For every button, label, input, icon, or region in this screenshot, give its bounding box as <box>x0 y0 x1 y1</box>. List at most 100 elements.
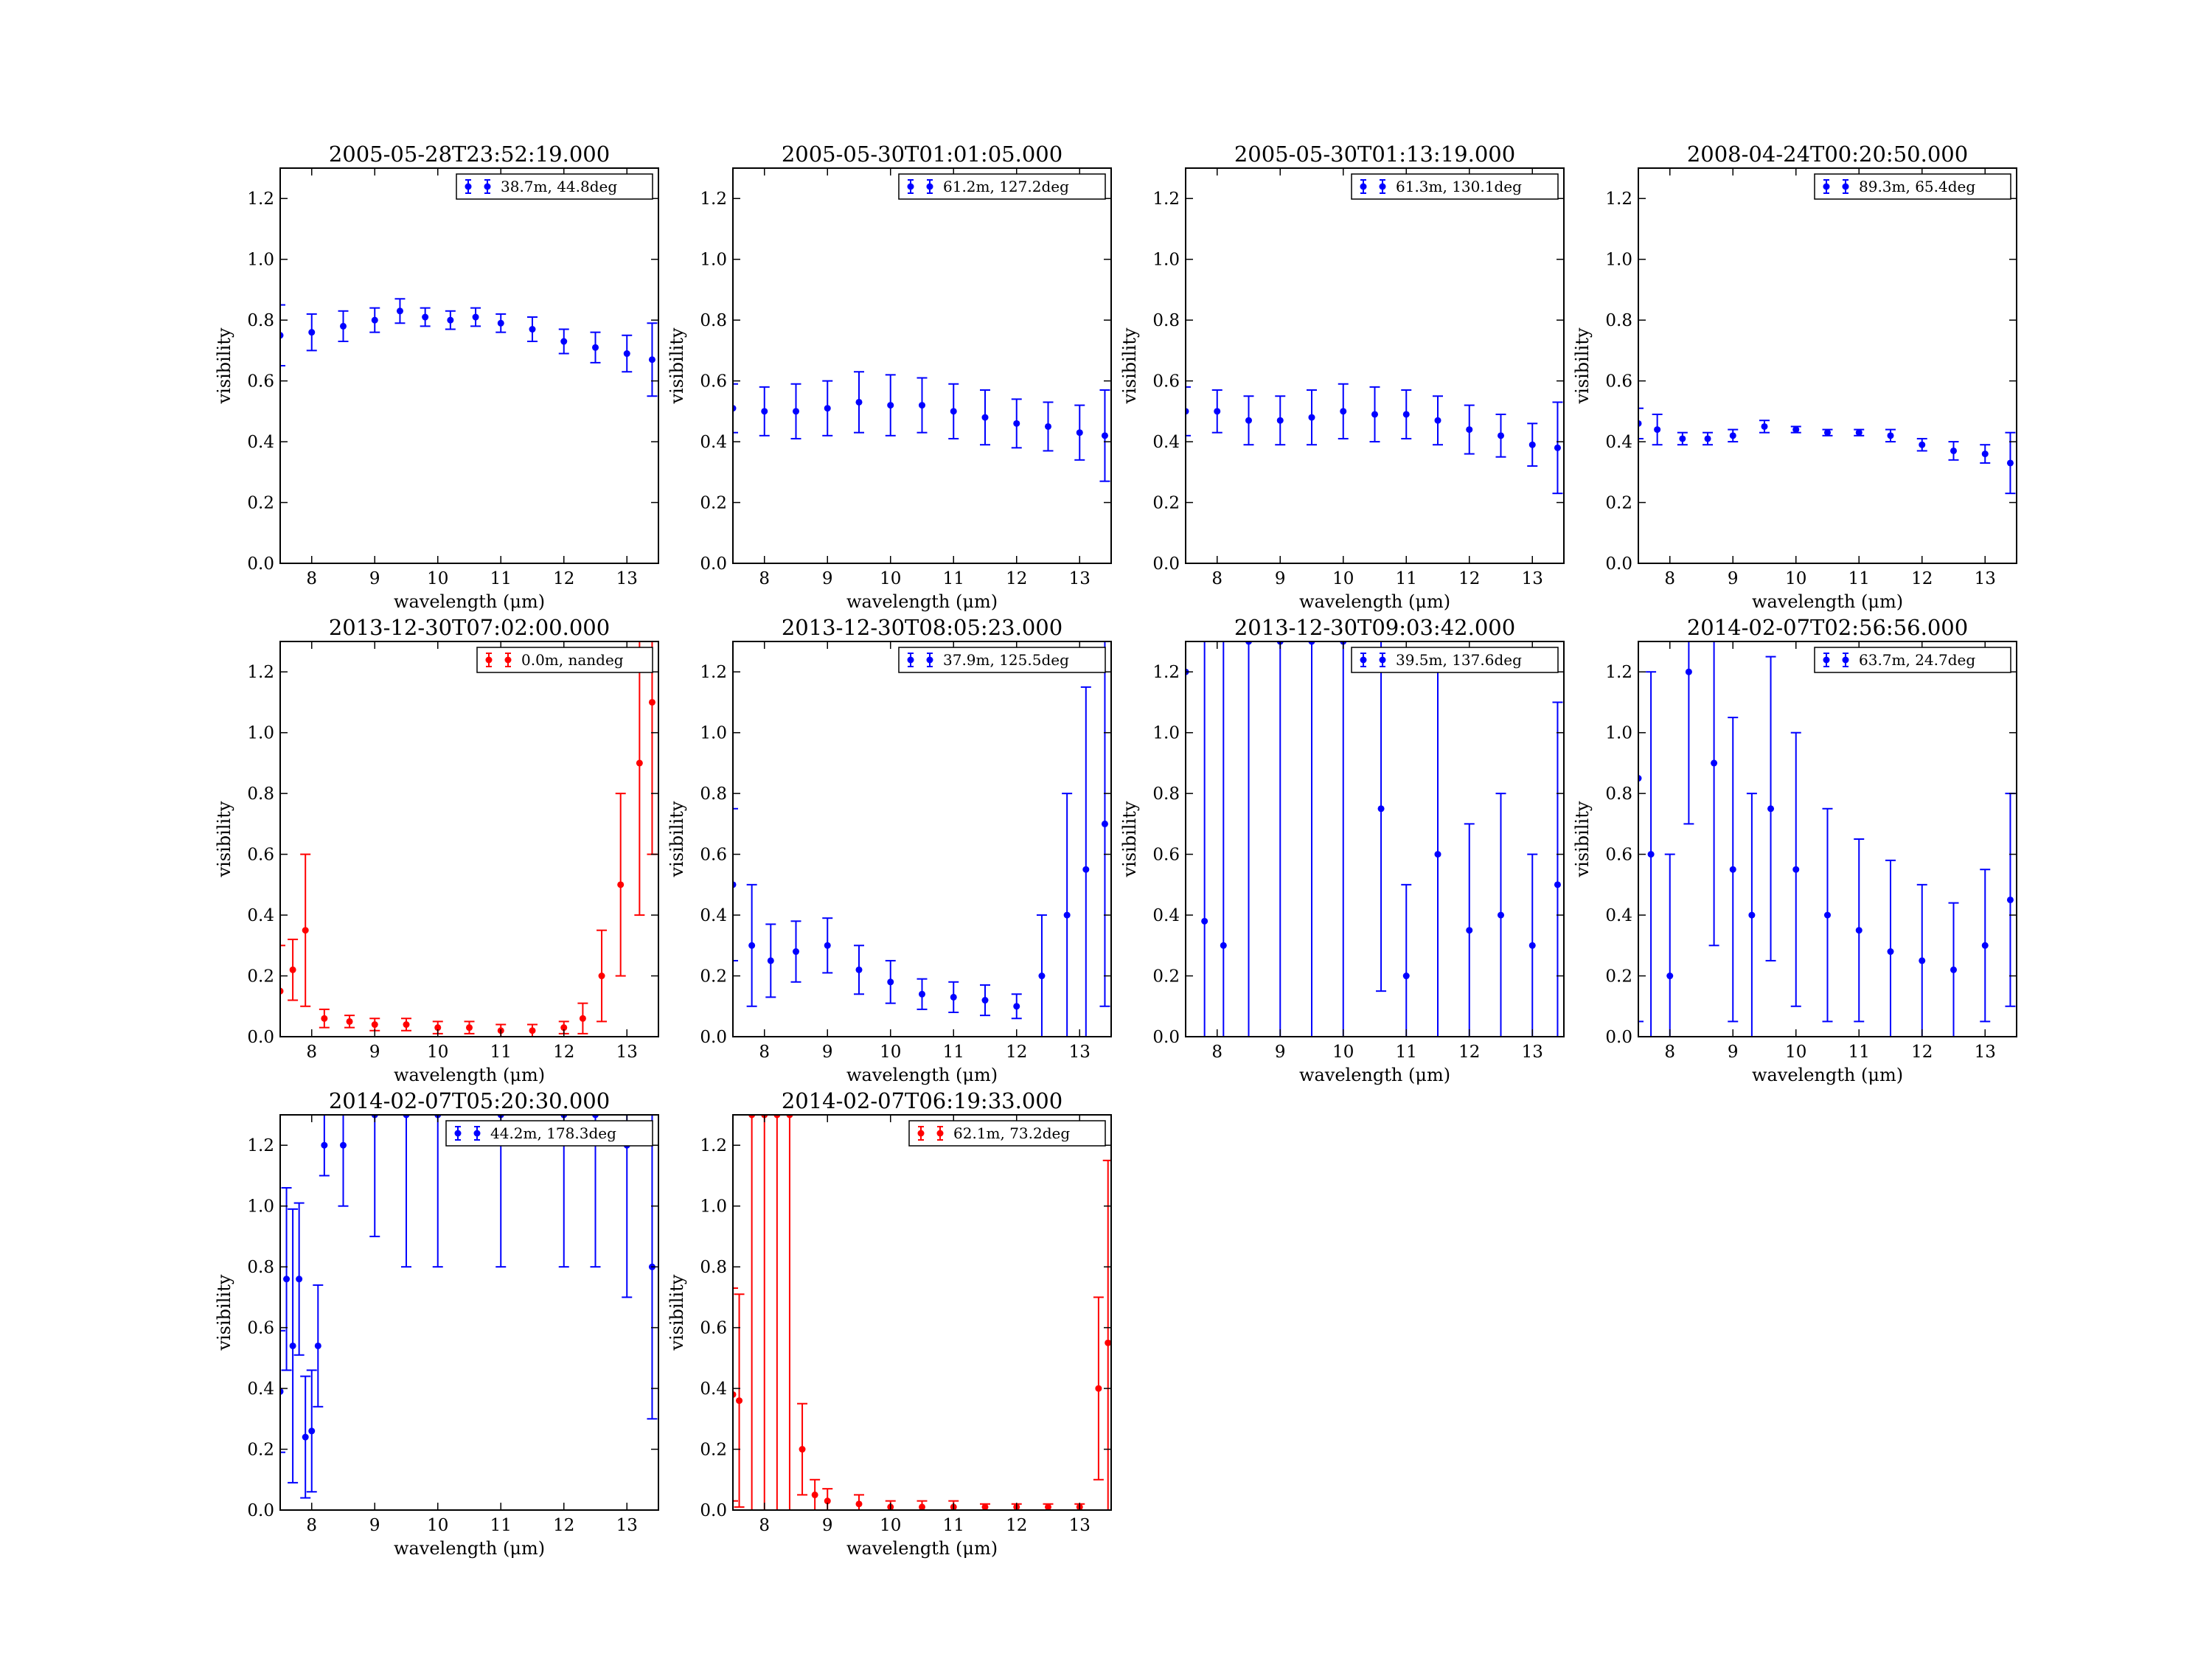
legend-marker-point <box>926 656 933 664</box>
y-tick-label: 1.0 <box>247 1197 274 1217</box>
data-point <box>1981 942 1989 949</box>
y-tick-label: 1.2 <box>700 663 727 682</box>
y-tick-label: 1.0 <box>1152 251 1180 270</box>
data-point <box>736 1397 743 1405</box>
x-axis-label: wavelength (μm) <box>394 591 545 612</box>
legend-box <box>898 173 1106 200</box>
data-point <box>302 927 309 934</box>
subplot: 8 9 10 11 12 13 0.0 0.2 0.4 0.6 0.8 1.0 1.2 2014-02-0… <box>214 1088 659 1559</box>
data-point <box>623 350 630 358</box>
data-point <box>371 1021 378 1029</box>
data-point <box>887 402 894 409</box>
data-point <box>1679 435 1686 442</box>
subplot: 8 9 10 11 12 13 0.0 0.2 0.4 0.6 0.8 1.0 1.2 2013-12-3… <box>667 615 1112 1085</box>
data-point <box>1711 759 1718 767</box>
y-tick-label: 0.0 <box>700 554 727 574</box>
x-tick-label: 9 <box>822 1516 833 1535</box>
data-point <box>1186 408 1189 415</box>
legend-marker-point <box>1823 656 1830 664</box>
data-point <box>1554 444 1561 451</box>
x-tick-label: 11 <box>1396 569 1417 588</box>
x-tick-label: 8 <box>1211 1043 1222 1062</box>
legend-marker-point <box>484 183 491 190</box>
y-tick-label: 0.6 <box>700 372 727 392</box>
y-tick-label: 1.0 <box>700 724 727 743</box>
y-tick-label: 0.2 <box>1152 494 1180 513</box>
data-point <box>1498 911 1504 919</box>
legend-marker-point <box>926 183 933 190</box>
axes-frame <box>1638 641 2017 1037</box>
data-point <box>855 1500 863 1508</box>
data-layer <box>1186 641 1563 1037</box>
data-point <box>280 987 284 995</box>
data-point <box>855 966 863 973</box>
data-point <box>592 1115 599 1119</box>
legend-marker-point <box>485 656 493 664</box>
data-point <box>1276 417 1284 424</box>
y-tick-label: 0.8 <box>1152 311 1180 330</box>
x-tick-label: 11 <box>490 1043 512 1062</box>
data-point <box>1076 429 1083 437</box>
x-axis-label: wavelength (μm) <box>394 1065 545 1085</box>
y-tick-label: 1.0 <box>1605 251 1632 270</box>
data-point <box>1045 1503 1051 1510</box>
data-layer <box>1638 641 2016 1037</box>
y-axis-label: visibility <box>214 1274 234 1351</box>
legend-marker-point <box>1379 656 1386 664</box>
data-point <box>981 1503 989 1510</box>
y-tick-label: 1.2 <box>247 663 274 682</box>
data-point <box>1792 866 1800 873</box>
legend-marker-point <box>936 1130 944 1137</box>
data-point <box>1201 917 1208 925</box>
data-point <box>950 993 957 1001</box>
data-point <box>1685 668 1692 675</box>
x-tick-label: 11 <box>1848 569 1870 588</box>
x-tick-label: 10 <box>1332 569 1354 588</box>
legend-box <box>1351 173 1559 200</box>
axes-frame <box>1638 167 2017 564</box>
subplot-title: 2005-05-28T23:52:19.000 <box>329 142 610 167</box>
x-tick-label: 12 <box>553 1043 574 1062</box>
data-point <box>447 316 454 324</box>
subplot-title: 2005-05-30T01:01:05.000 <box>782 142 1062 167</box>
subplot: 8 9 10 11 12 13 0.0 0.2 0.4 0.6 0.8 1.0 1.2 2008-04-2… <box>1572 142 2017 612</box>
x-tick-label: 13 <box>1975 1043 1996 1062</box>
y-tick-label: 0.2 <box>700 967 727 987</box>
x-tick-label: 12 <box>1458 569 1480 588</box>
y-tick-label: 0.2 <box>1152 967 1180 987</box>
data-point <box>340 1141 347 1149</box>
data-point <box>824 942 831 949</box>
data-point <box>1638 775 1642 782</box>
data-point <box>1045 422 1051 430</box>
x-tick-label: 8 <box>759 569 770 588</box>
x-tick-label: 9 <box>1728 569 1739 588</box>
data-point <box>434 1024 442 1032</box>
data-point <box>598 973 605 980</box>
x-tick-label: 8 <box>759 1043 770 1062</box>
y-tick-label: 0.4 <box>1605 906 1632 925</box>
x-tick-label: 12 <box>553 1516 574 1535</box>
data-point <box>824 405 831 412</box>
data-point <box>560 1024 568 1032</box>
x-tick-label: 10 <box>427 569 448 588</box>
data-point <box>648 356 655 364</box>
x-tick-label: 12 <box>1911 1043 1933 1062</box>
data-point <box>1101 820 1108 827</box>
axes-frame <box>279 1114 659 1511</box>
data-point <box>529 326 536 333</box>
y-tick-label: 1.2 <box>247 1136 274 1155</box>
data-point <box>283 1276 291 1283</box>
data-point <box>617 881 625 888</box>
y-tick-label: 0.4 <box>1152 906 1180 925</box>
y-axis-label: visibility <box>667 327 687 404</box>
data-point <box>981 414 989 421</box>
data-point <box>1434 851 1441 858</box>
x-tick-label: 13 <box>1069 1516 1091 1535</box>
x-axis-label: wavelength (μm) <box>846 1538 998 1559</box>
y-tick-label: 0.0 <box>247 1028 274 1047</box>
y-tick-label: 0.8 <box>247 785 274 804</box>
data-point <box>403 1115 410 1119</box>
x-tick-label: 11 <box>1396 1043 1417 1062</box>
x-tick-label: 10 <box>880 1516 901 1535</box>
data-point <box>1308 414 1315 421</box>
